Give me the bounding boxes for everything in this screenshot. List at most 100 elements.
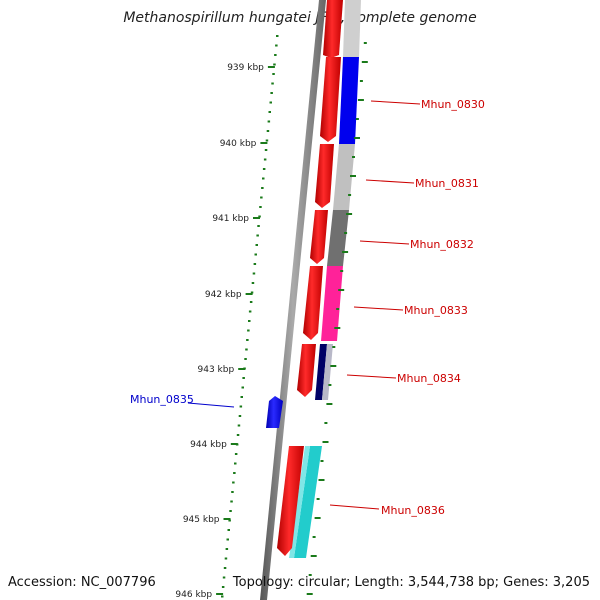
minor-tick [253,263,257,265]
gene-arrow-mhun-0834 [297,344,316,397]
minor-tick [272,73,275,75]
minor-tick [225,548,229,550]
minor-tick [271,82,274,85]
gene-arrow-mhun-0832 [310,210,328,264]
minor-tick [274,54,277,56]
minor-tick [266,130,270,132]
outer-tick [306,593,313,595]
minor-tick [226,538,229,541]
outer-tick [318,479,325,481]
kbp-tick-label: 943 kbp [198,365,235,375]
outer-tick [336,308,340,310]
minor-tick [260,196,263,199]
outer-tick [348,194,352,196]
minor-tick [240,396,243,398]
outer-tick [344,232,348,234]
kbp-tick-label: 944 kbp [190,440,227,450]
minor-tick [247,329,250,332]
minor-tick [258,215,261,218]
major-tick [216,593,224,595]
major-tick [260,142,268,144]
gene-label-mhun-0835[interactable]: Mhun_0835 [130,393,194,406]
cog-block-mhun-0836 [294,446,322,558]
kbp-scale: 939 kbp 940 kbp 941 kbp 942 kbp 943 kbp 944 k… [175,63,275,600]
minor-tick [261,187,264,189]
kbp-tick-label: 942 kbp [205,290,242,300]
major-tick [230,443,238,445]
outer-tick [316,498,320,500]
outer-tick [328,384,332,386]
cog-block-mhun-0831 [333,144,355,210]
outer-tick [322,441,329,443]
callout-line-mhun-0836 [329,504,380,510]
gene-label-mhun-0836[interactable]: Mhun_0836 [381,504,445,517]
outer-tick [363,42,367,44]
minor-tick [268,111,271,113]
outer-tick [350,175,356,177]
minor-tick [265,139,269,142]
outer-tick [314,517,321,519]
major-tick [238,368,246,370]
outer-tick [308,574,312,576]
minor-tick [264,149,268,151]
outer-tick [357,99,364,101]
outer-tick [352,156,355,158]
gene-arrow-mhun-0835 [266,396,283,428]
outer-tick [324,422,328,424]
minor-tick [231,491,234,493]
outer-tick [312,536,316,538]
outer-tick [320,460,324,462]
outer-tick [330,365,337,367]
accession-label: Accession: NC_007796 [8,575,156,590]
minor-tick [234,453,238,455]
minor-tick [236,434,240,436]
outer-tick [355,118,359,120]
gene-callouts: Mhun_0830 Mhun_0831 Mhun_0832 Mhun_0833 … [130,98,485,517]
minor-tick [263,158,267,161]
callout-line-mhun-0833 [353,306,404,311]
outer-tick [359,80,363,82]
gene-label-mhun-0830[interactable]: Mhun_0830 [421,98,485,111]
outer-tick [310,555,317,557]
minor-tick [223,567,227,569]
gene-label-mhun-0834[interactable]: Mhun_0834 [397,372,461,385]
minor-tick [270,92,273,94]
minor-tick [251,282,255,284]
callout-line-mhun-0831 [365,179,415,184]
gene-arrow-mhun-0830 [320,57,341,142]
minor-tick [241,386,244,389]
minor-tick [239,405,243,408]
outer-tick [340,270,344,272]
cog-track [289,0,361,558]
outer-tick [338,289,345,291]
outer-tick [354,137,360,139]
kbp-tick-label: 945 kbp [183,515,220,525]
minor-tick [275,44,278,47]
minor-tick [267,120,271,123]
callout-line-mhun-0834 [346,374,397,379]
outer-tick-track [306,42,368,595]
gene-label-mhun-0833[interactable]: Mhun_0833 [404,304,468,317]
cog-block-mhun-0834a [315,344,327,400]
major-tick [253,217,260,219]
genome-backbone [260,0,326,600]
callout-line-mhun-0832 [359,240,410,245]
gene-arrow-mhun-0833 [303,266,323,340]
callout-line-mhun-0835 [187,402,235,408]
minor-tick [232,481,235,484]
minor-tick [256,234,259,237]
kbp-tick-label: 940 kbp [220,139,257,149]
minor-tick [237,424,241,427]
major-tick [223,518,231,520]
kbp-tick-label: 946 kbp [175,590,212,600]
minor-tick [233,472,236,474]
gene-label-mhun-0831[interactable]: Mhun_0831 [415,177,479,190]
outer-tick [361,61,368,63]
kbp-tick-label: 941 kbp [212,214,249,224]
minor-tick [244,358,247,360]
minor-tick [259,206,262,208]
minor-tick [248,310,252,313]
gene-label-mhun-0832[interactable]: Mhun_0832 [410,238,474,251]
forward-gene-track [277,0,343,556]
